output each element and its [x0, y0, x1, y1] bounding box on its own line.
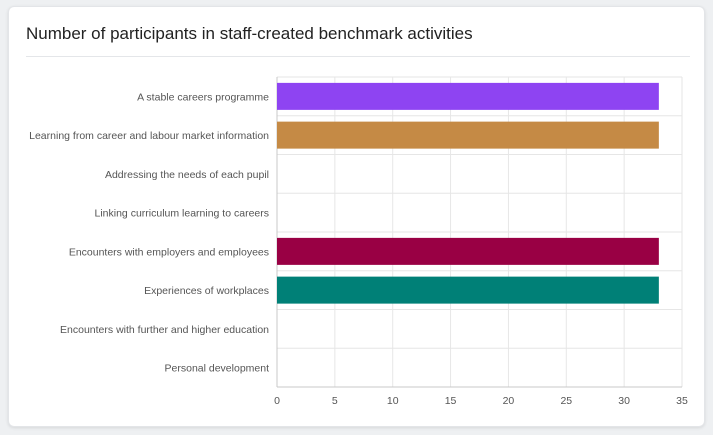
bar-chart: A stable careers programme Learning from … [29, 76, 688, 407]
x-tick-label: 10 [387, 395, 399, 407]
bar [277, 121, 659, 149]
y-tick-label: A stable careers programme [137, 91, 269, 103]
y-tick-label: Learning from career and labour market i… [29, 130, 269, 142]
x-tick-label: 5 [332, 395, 338, 407]
x-tick-label: 20 [503, 395, 515, 407]
bar [277, 82, 659, 110]
x-tick-label: 25 [560, 395, 572, 407]
title-divider [26, 56, 690, 57]
y-tick-label: Encounters with further and higher educa… [60, 324, 269, 336]
x-tick-label: 35 [676, 395, 688, 407]
x-tick-label: 0 [274, 395, 280, 407]
y-tick-label: Personal development [165, 363, 270, 375]
x-tick-label: 15 [445, 395, 457, 407]
y-tick-label: Linking curriculum learning to careers [95, 208, 270, 220]
bar [277, 237, 659, 265]
chart-card: Number of participants in staff-created … [8, 6, 705, 427]
x-tick-label: 30 [618, 395, 630, 407]
y-tick-label: Experiences of workplaces [144, 285, 269, 297]
y-tick-label: Encounters with employers and employees [69, 246, 269, 258]
chart-title: Number of participants in staff-created … [26, 24, 473, 43]
y-tick-label: Addressing the needs of each pupil [105, 169, 269, 181]
bar [277, 276, 659, 304]
